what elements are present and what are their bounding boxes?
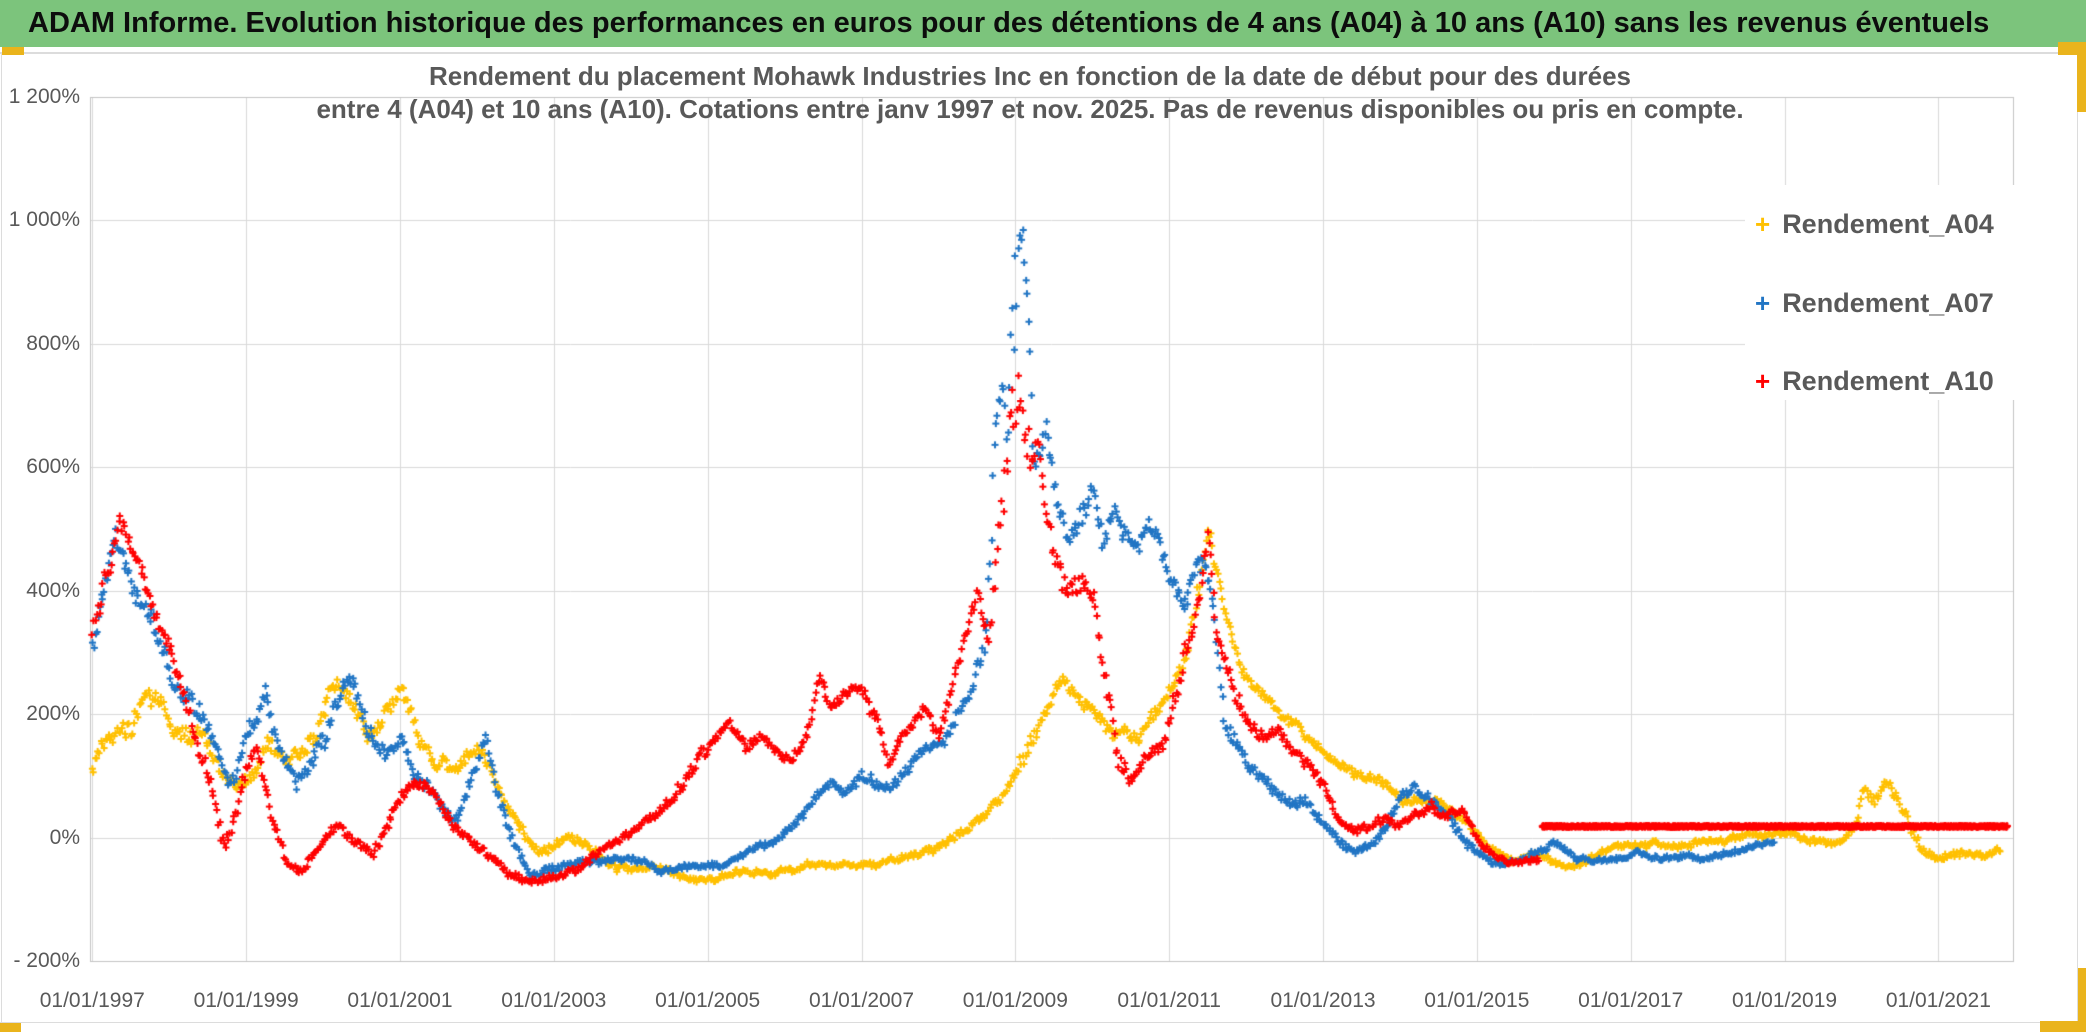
x-tick-label: 01/01/2015 bbox=[1424, 989, 1530, 1012]
plus-marker-icon: + bbox=[1755, 209, 1771, 239]
x-tick-label: 01/01/1999 bbox=[193, 989, 299, 1012]
legend-label: Rendement_A10 bbox=[1782, 366, 1994, 396]
chart-title-line2: entre 4 (A04) et 10 ans (A10). Cotations… bbox=[316, 94, 1744, 124]
chart-title: Rendement du placement Mohawk Industries… bbox=[150, 60, 1910, 126]
y-tick-label: 600% bbox=[26, 455, 80, 479]
x-tick-label: 01/01/2003 bbox=[501, 989, 607, 1012]
legend-item-a04: + Rendement_A04 bbox=[1755, 207, 1994, 241]
x-tick-label: 01/01/2019 bbox=[1731, 989, 1838, 1012]
chart-title-line1: Rendement du placement Mohawk Industries… bbox=[429, 61, 1631, 91]
legend-label: Rendement_A07 bbox=[1782, 288, 1994, 318]
legend-item-a10: + Rendement_A10 bbox=[1755, 364, 1994, 398]
legend-item-a07: + Rendement_A07 bbox=[1755, 286, 1994, 320]
x-tick-label: 01/01/2009 bbox=[962, 989, 1068, 1012]
x-tick-label: 01/01/2021 bbox=[1885, 989, 1991, 1012]
plus-marker-icon: + bbox=[1755, 288, 1771, 318]
y-tick-label: 1 200% bbox=[8, 85, 80, 108]
x-tick-label: 01/01/2001 bbox=[347, 989, 453, 1012]
plus-marker-icon: + bbox=[1755, 366, 1771, 396]
y-tick-label: 0% bbox=[49, 825, 80, 849]
y-tick-label: 200% bbox=[26, 702, 80, 726]
y-tick-label: - 200% bbox=[13, 949, 80, 972]
x-tick-label: 01/01/2013 bbox=[1270, 989, 1376, 1012]
y-tick-label: 1 000% bbox=[8, 208, 80, 232]
legend-label: Rendement_A04 bbox=[1782, 209, 1994, 239]
y-tick-label: 800% bbox=[26, 331, 80, 355]
x-tick-label: 01/01/1997 bbox=[39, 989, 145, 1012]
x-tick-label: 01/01/2017 bbox=[1578, 989, 1684, 1012]
x-tick-label: 01/01/2005 bbox=[655, 989, 761, 1012]
y-tick-label: 400% bbox=[26, 578, 80, 602]
x-tick-label: 01/01/2007 bbox=[808, 989, 915, 1012]
chart-legend: + Rendement_A04 + Rendement_A07 + Rendement… bbox=[1745, 185, 2015, 400]
x-tick-label: 01/01/2011 bbox=[1117, 989, 1221, 1012]
